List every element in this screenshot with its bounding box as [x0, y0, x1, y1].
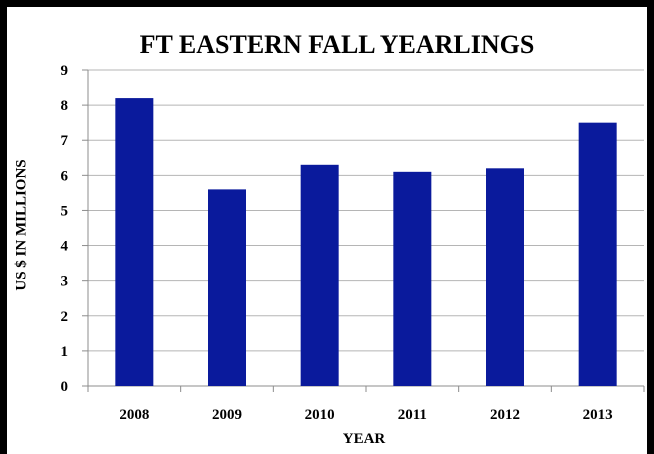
x-tick-label: 2011 — [398, 407, 427, 423]
y-tick-label: 0 — [61, 379, 69, 395]
bar-2008 — [115, 98, 154, 386]
y-tick-label: 3 — [61, 274, 69, 290]
y-tick-label: 7 — [61, 133, 69, 149]
x-tick-label: 2010 — [305, 407, 335, 423]
bar-2009 — [208, 189, 246, 386]
bar-2013 — [578, 122, 617, 387]
y-tick-label: 4 — [61, 239, 69, 255]
x-tick-label: 2008 — [119, 407, 149, 423]
bar-2010 — [300, 164, 339, 386]
y-tick-label: 1 — [61, 344, 69, 360]
y-tick-label: 6 — [61, 168, 69, 184]
y-tick-label: 2 — [61, 309, 69, 325]
chart-title: FT EASTERN FALL YEARLINGS — [139, 30, 535, 59]
y-tick-label: 8 — [61, 98, 69, 114]
x-tick-label: 2009 — [212, 407, 242, 423]
y-tick-label: 9 — [61, 63, 69, 79]
x-axis-label: YEAR — [342, 431, 386, 447]
bar-2012 — [486, 168, 524, 386]
x-tick-label: 2013 — [583, 407, 613, 423]
x-tick-label: 2012 — [490, 407, 520, 423]
bar-2011 — [393, 171, 432, 386]
y-tick-label: 5 — [61, 203, 69, 219]
